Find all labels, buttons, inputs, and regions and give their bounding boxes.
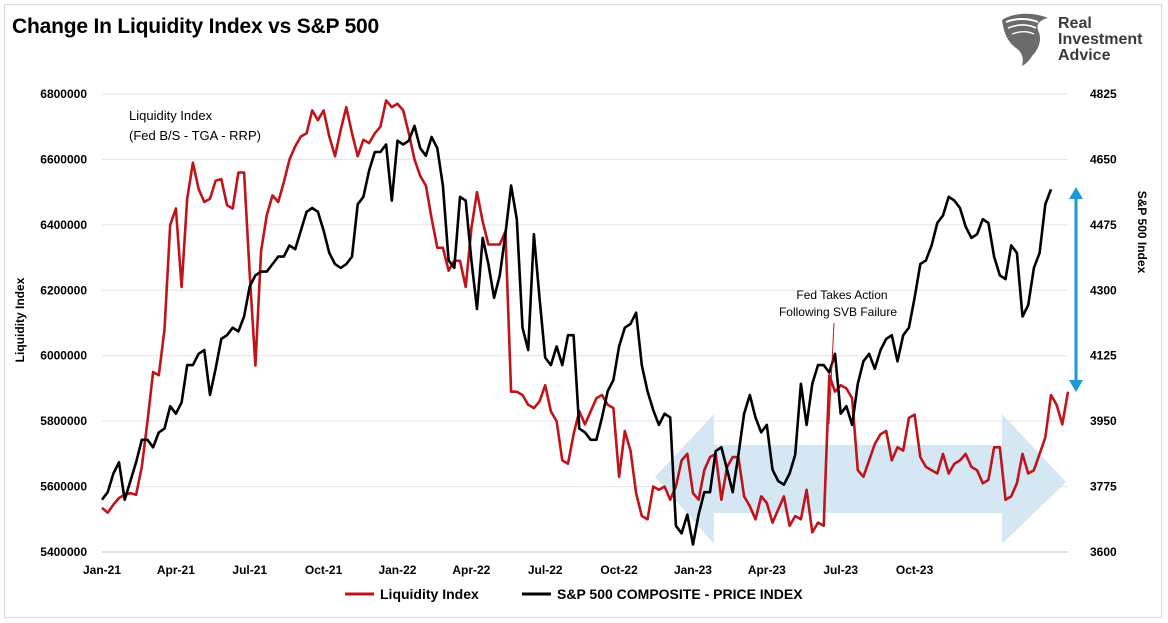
series-lines xyxy=(100,99,1070,546)
x-tick-label: Jul-23 xyxy=(823,563,858,577)
sp500-line xyxy=(100,124,1053,546)
right-axis-label: S&P 500 Index xyxy=(1135,191,1149,274)
svb-annotation-line2: Following SVB Failure xyxy=(779,305,897,319)
y-left-tick-label: 6000000 xyxy=(40,349,87,363)
liquidity-annotation-line1: Liquidity Index xyxy=(129,108,213,123)
liquidity-index-line xyxy=(101,99,1070,534)
x-tick-label: Jul-22 xyxy=(528,563,563,577)
liquidity-annotation-line2: (Fed B/S - TGA - RRP) xyxy=(129,128,261,143)
y-left-tick-label: 5400000 xyxy=(40,545,87,559)
y-left-tick-label: 6800000 xyxy=(40,87,87,101)
y-right-tick-label: 3950 xyxy=(1090,414,1117,428)
svb-annotation-line1: Fed Takes Action xyxy=(796,288,887,302)
y-left-tick-label: 6400000 xyxy=(40,218,87,232)
x-tick-label: Apr-23 xyxy=(748,563,786,577)
legend-label-sp500: S&P 500 COMPOSITE - PRICE INDEX xyxy=(557,586,803,602)
x-tick-label: Jan-21 xyxy=(83,563,121,577)
logo-text-line2: Investment xyxy=(1058,31,1143,48)
x-tick-label: Jul-21 xyxy=(232,563,267,577)
legend-label-liquidity: Liquidity Index xyxy=(380,586,479,602)
logo-text-line3: Advice xyxy=(1058,47,1111,64)
y-left-tick-label: 6200000 xyxy=(40,283,87,297)
x-tick-label: Oct-21 xyxy=(305,563,343,577)
y-right-tick-label: 4650 xyxy=(1090,152,1117,166)
y-right-tick-label: 3600 xyxy=(1090,545,1117,559)
chart-frame xyxy=(4,4,1162,618)
legend: Liquidity Index S&P 500 COMPOSITE - PRIC… xyxy=(345,586,803,602)
x-tick-label: Apr-22 xyxy=(452,563,490,577)
y-right-tick-label: 4125 xyxy=(1090,349,1117,363)
x-tick-label: Jan-23 xyxy=(674,563,712,577)
svb-annotation-pointer xyxy=(828,322,835,425)
y-right-tick-label: 3775 xyxy=(1090,480,1117,494)
x-tick-label: Oct-23 xyxy=(896,563,934,577)
y-left-tick-label: 5800000 xyxy=(40,414,87,428)
y-left-tick-label: 6600000 xyxy=(40,152,87,166)
left-axis-label: Liquidity Index xyxy=(13,277,27,362)
vertical-arrow-head-bottom xyxy=(1069,380,1083,392)
y-right-tick-label: 4475 xyxy=(1090,218,1117,232)
x-tick-label: Oct-22 xyxy=(600,563,638,577)
axes: 6800000 6600000 6400000 6200000 6000000 58000… xyxy=(40,87,1117,577)
brand-logo: Real Investment Advice xyxy=(996,10,1156,70)
y-right-tick-label: 4825 xyxy=(1090,87,1117,101)
x-tick-label: Jan-22 xyxy=(378,563,416,577)
y-right-tick-label: 4300 xyxy=(1090,283,1117,297)
eagle-icon xyxy=(1002,13,1048,66)
logo-text-line1: Real xyxy=(1058,15,1092,32)
chart-title: Change In Liquidity Index vs S&P 500 xyxy=(12,15,380,38)
x-tick-label: Apr-21 xyxy=(157,563,195,577)
y-left-tick-label: 5600000 xyxy=(40,480,87,494)
vertical-arrow-head-top xyxy=(1069,187,1083,199)
